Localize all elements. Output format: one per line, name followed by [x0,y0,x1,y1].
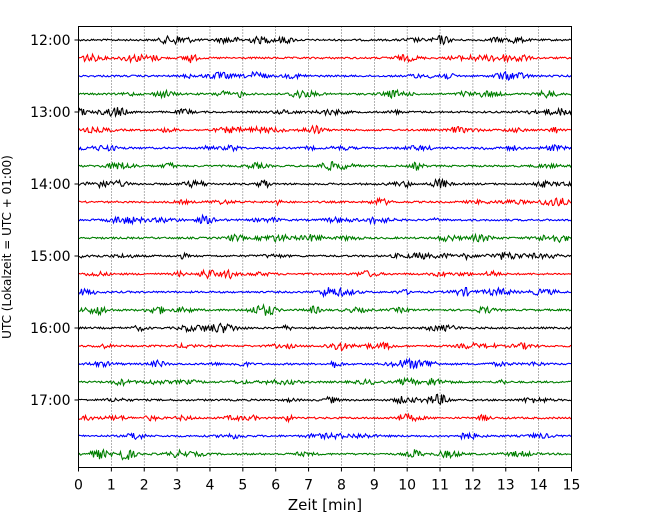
trace-line [78,341,572,352]
trace-line [78,52,572,65]
x-tick-label: 7 [304,478,313,494]
y-tick-label: 17:00 [30,393,70,409]
y-tick-label: 12:00 [30,33,70,49]
x-tick-label: 4 [206,478,215,494]
trace-line [78,376,572,388]
trace-line [78,88,572,100]
trace-line [78,232,572,244]
trace-line [78,268,572,280]
trace-line [78,160,572,172]
x-tick-label: 11 [431,478,449,494]
y-axis-label: UTC (Lokalzeit = UTC + 01:00) [0,155,14,339]
x-tick-label: 12 [464,478,482,494]
trace-line [78,412,572,424]
trace-line [78,177,572,190]
y-axis: 12:00 13:00 14:00 15:00 16:00 17:00 [30,33,79,409]
trace-line [78,196,572,207]
y-tick-label: 16:00 [30,321,70,337]
y-tick-label: 14:00 [30,177,70,193]
trace-line [78,393,572,405]
trace-line [78,431,572,441]
x-tick-label: 5 [238,478,247,494]
x-tick-label: 6 [271,478,280,494]
seismogram-traces [77,34,573,461]
x-axis: 0 1 2 3 4 5 6 7 8 9 10 11 12 13 14 15 [74,467,581,494]
x-tick-label: 9 [370,478,379,494]
x-tick-label: 0 [74,478,83,494]
x-tick-label: 3 [173,478,182,494]
trace-line [78,213,572,226]
trace-line [77,106,573,118]
x-tick-label: 13 [497,478,515,494]
trace-line [78,448,572,461]
plot-frame [78,26,572,468]
trace-line [78,286,572,299]
y-tick-label: 15:00 [30,249,70,265]
trace-line [78,357,572,370]
trace-line [78,251,572,262]
x-tick-label: 14 [530,478,548,494]
trace-line [78,143,572,153]
trace-line [78,124,572,135]
y-tick-label: 13:00 [30,105,70,121]
x-axis-label: Zeit [min] [288,496,362,514]
x-tick-label: 15 [563,478,581,494]
x-tick-label: 2 [140,478,149,494]
trace-line [78,322,572,334]
x-tick-label: 1 [107,478,116,494]
x-tick-label: 10 [398,478,416,494]
trace-line [78,303,572,317]
trace-line [78,70,572,82]
x-tick-label: 8 [337,478,346,494]
trace-line [78,34,572,46]
